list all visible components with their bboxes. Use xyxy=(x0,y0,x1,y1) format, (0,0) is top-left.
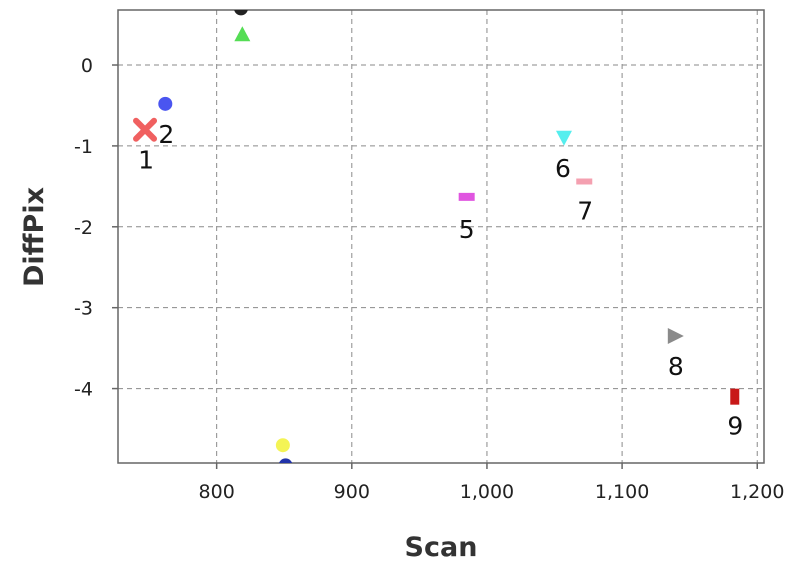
x-axis-ticks: 800 900 1,000 1,100 1,200 xyxy=(199,463,784,503)
data-point xyxy=(234,10,248,16)
point-label: 8 xyxy=(668,352,684,381)
point-label: 7 xyxy=(577,196,593,225)
point-label: 9 xyxy=(727,412,743,441)
data-point xyxy=(279,458,293,463)
y-axis-title: DiffPix xyxy=(19,187,50,287)
y-tick-label: -4 xyxy=(74,379,93,401)
point-label: 6 xyxy=(555,154,571,183)
y-tick-label: -2 xyxy=(74,217,93,239)
plot-border xyxy=(117,9,765,464)
data-points xyxy=(133,10,740,463)
point-label: 5 xyxy=(459,215,475,244)
point-label: 2 xyxy=(158,120,174,149)
data-point xyxy=(576,178,593,185)
y-tick-label: -3 xyxy=(74,298,93,320)
x-tick-label: 1,200 xyxy=(730,481,784,503)
data-point xyxy=(234,26,251,42)
grid-lines xyxy=(118,10,764,463)
x-tick-label: 1,100 xyxy=(595,481,649,503)
data-point xyxy=(730,388,740,405)
x-tick-label: 1,000 xyxy=(460,481,514,503)
data-point xyxy=(458,192,475,201)
data-point xyxy=(158,96,173,111)
y-tick-label: 0 xyxy=(81,55,93,77)
point-label: 1 xyxy=(138,146,154,175)
x-tick-label: 800 xyxy=(199,481,235,503)
data-point xyxy=(275,438,290,453)
plot-area xyxy=(118,10,764,463)
data-point xyxy=(555,130,572,146)
y-tick-label: -1 xyxy=(74,136,93,158)
point-labels: 12 5 67 8 9 xyxy=(138,120,743,441)
x-tick-label: 900 xyxy=(334,481,370,503)
x-axis-title: Scan xyxy=(405,532,478,563)
data-point xyxy=(667,327,684,344)
y-axis-ticks: 0 -1 -2 -3 -4 xyxy=(74,55,118,401)
data-point xyxy=(133,117,158,142)
